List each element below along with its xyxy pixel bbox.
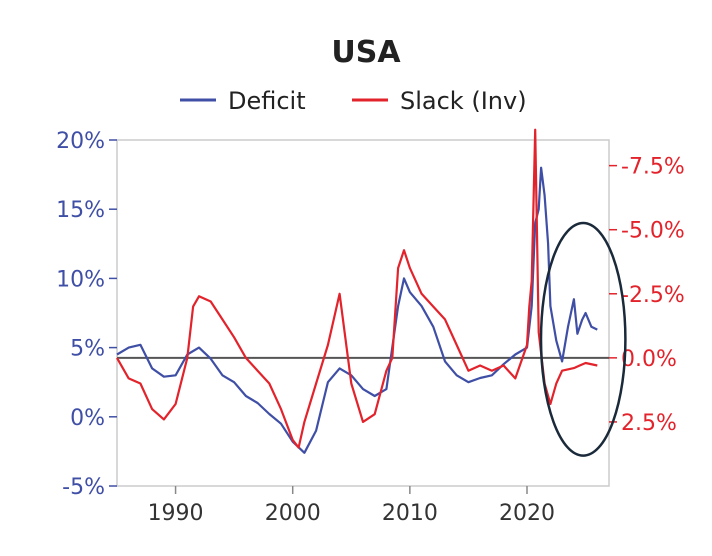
highlight-ellipse [539,221,627,457]
right-tick-label: 0.0% [621,347,677,372]
right-tick-label: 2.5% [621,411,677,436]
x-tick-label: 2020 [499,501,555,526]
left-tick-label: 20% [56,129,105,154]
left-tick-label: -5% [62,475,105,500]
left-tick-label: 15% [56,198,105,223]
right-tick-label: -7.5% [621,155,685,180]
legend: Deficit Slack (Inv) [180,87,527,115]
legend-label-slack: Slack (Inv) [400,87,527,115]
series-line-slack [116,128,598,449]
left-tick-label: 5% [70,337,105,362]
x-tick-label: 2000 [265,501,321,526]
left-tick-label: 10% [56,267,105,292]
x-tick-label: 2010 [382,501,438,526]
legend-label-deficit: Deficit [228,87,306,115]
left-tick-label: 0% [70,406,105,431]
x-axis: 1990 2000 2010 2020 [148,486,555,526]
right-tick-label: -2.5% [621,283,685,308]
chart-title: USA [331,35,401,70]
left-axis: 20% 15% 10% 5% 0% -5% [56,129,117,500]
right-tick-label: -5.0% [621,219,685,244]
right-axis: -7.5% -5.0% -2.5% 0.0% 2.5% [609,155,685,436]
x-tick-label: 1990 [148,501,204,526]
plot-frame [116,139,610,487]
series-line-deficit [116,166,598,454]
